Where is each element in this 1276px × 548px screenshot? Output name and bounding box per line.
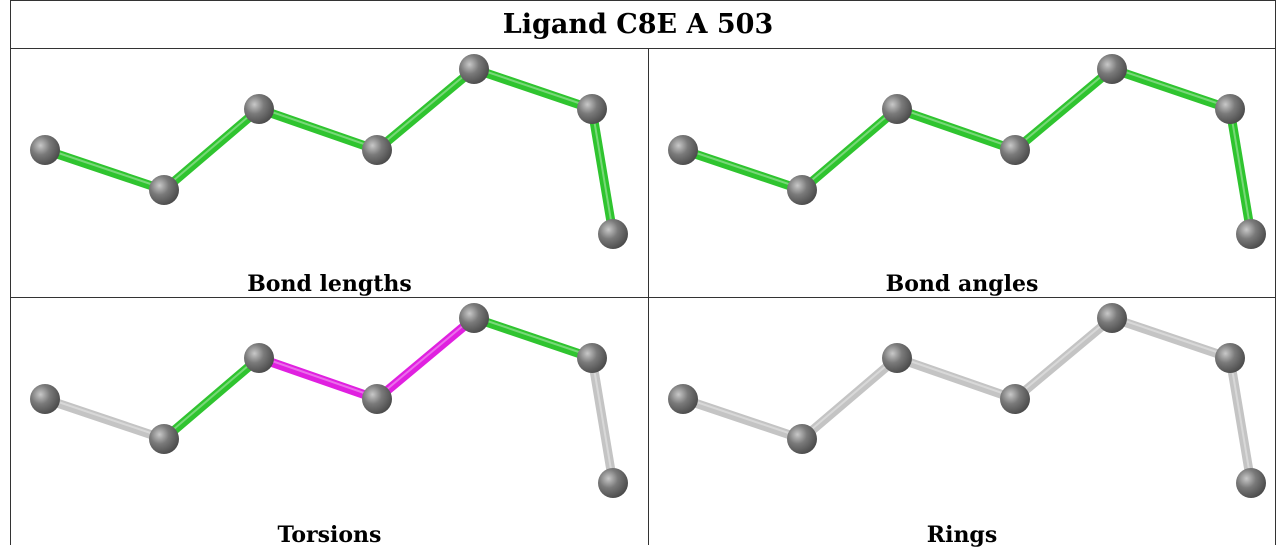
atom-6 — [577, 343, 607, 373]
bond-highlight-2 — [163, 106, 260, 190]
molecule-bond-lengths — [30, 54, 628, 249]
atom-6 — [577, 94, 607, 124]
panel-label-torsions: Torsions — [277, 522, 382, 548]
molecule-rings — [668, 303, 1266, 498]
atom-2 — [787, 424, 817, 454]
bond-highlight-1 — [682, 147, 803, 190]
atom-7 — [598, 468, 628, 498]
row-divider — [10, 297, 1276, 298]
bond-6 — [1225, 353, 1256, 488]
bond-highlight-4 — [376, 315, 475, 399]
bond-3 — [254, 353, 382, 404]
bond-highlight-3 — [896, 106, 1016, 150]
bond-highlight-6 — [591, 356, 614, 482]
molecule-torsions — [30, 303, 628, 498]
atom-7 — [1236, 468, 1266, 498]
panel-bond-angles: Bond angles — [649, 49, 1275, 297]
atom-5 — [459, 54, 489, 84]
bond-5 — [1107, 313, 1235, 363]
bond-highlight-4 — [1014, 315, 1113, 399]
atom-3 — [882, 94, 912, 124]
panel-rings: Rings — [649, 298, 1275, 548]
bond-2 — [159, 353, 264, 444]
molecule-bond-angles — [668, 54, 1266, 249]
atom-3 — [882, 343, 912, 373]
bond-3 — [892, 104, 1020, 155]
atom-2 — [149, 175, 179, 205]
bond-highlight-6 — [1229, 356, 1252, 482]
bond-highlight-1 — [44, 147, 165, 190]
bond-2 — [159, 104, 264, 195]
bond-4 — [372, 64, 479, 155]
panel-label-rings: Rings — [926, 522, 998, 548]
atom-1 — [30, 135, 60, 165]
bond-1 — [678, 145, 807, 195]
bond-4 — [1010, 64, 1117, 155]
bond-highlight-1 — [44, 396, 165, 439]
panel-torsions: Torsions — [11, 298, 648, 548]
atom-3 — [244, 94, 274, 124]
bond-highlight-3 — [258, 106, 378, 150]
bond-highlight-5 — [1111, 315, 1231, 358]
bond-6 — [1225, 104, 1256, 239]
bond-highlight-3 — [896, 355, 1016, 399]
panel-label-bond-angles: Bond angles — [885, 271, 1039, 297]
atom-5 — [1097, 54, 1127, 84]
atom-4 — [1000, 384, 1030, 414]
bond-highlight-2 — [801, 106, 898, 190]
bond-1 — [678, 394, 807, 444]
bond-highlight-6 — [591, 107, 614, 233]
bond-2 — [797, 104, 902, 195]
bond-highlight-5 — [1111, 66, 1231, 109]
border-left — [10, 0, 11, 545]
atom-5 — [1097, 303, 1127, 333]
bond-5 — [469, 64, 597, 114]
bond-highlight-3 — [258, 355, 378, 399]
figure-title: Ligand C8E A 503 — [502, 8, 774, 40]
panel-bond-lengths: Bond lengths — [11, 49, 648, 297]
bond-highlight-2 — [801, 355, 898, 439]
atom-2 — [787, 175, 817, 205]
panel-label-bond-lengths: Bond lengths — [247, 271, 412, 297]
atom-5 — [459, 303, 489, 333]
atom-6 — [1215, 343, 1245, 373]
atom-4 — [362, 135, 392, 165]
atom-4 — [362, 384, 392, 414]
bond-2 — [797, 353, 902, 444]
atom-1 — [668, 135, 698, 165]
atom-3 — [244, 343, 274, 373]
bond-1 — [40, 145, 169, 195]
atom-1 — [668, 384, 698, 414]
bond-6 — [587, 104, 618, 239]
column-divider — [648, 48, 649, 545]
atom-1 — [30, 384, 60, 414]
atom-4 — [1000, 135, 1030, 165]
bond-4 — [372, 313, 479, 404]
bond-4 — [1010, 313, 1117, 404]
bond-3 — [892, 353, 1020, 404]
border-top — [10, 0, 1276, 1]
bond-6 — [587, 353, 618, 488]
bond-highlight-6 — [1229, 107, 1252, 233]
bond-5 — [469, 313, 597, 363]
bond-highlight-4 — [376, 66, 475, 150]
title-divider — [10, 48, 1276, 49]
bond-highlight-4 — [1014, 66, 1113, 150]
atom-6 — [1215, 94, 1245, 124]
bond-highlight-2 — [163, 355, 260, 439]
bond-highlight-5 — [473, 66, 593, 109]
bond-highlight-5 — [473, 315, 593, 358]
atom-7 — [1236, 219, 1266, 249]
bond-5 — [1107, 64, 1235, 114]
atom-7 — [598, 219, 628, 249]
bond-1 — [40, 394, 169, 444]
atom-2 — [149, 424, 179, 454]
bond-3 — [254, 104, 382, 155]
bond-highlight-1 — [682, 396, 803, 439]
